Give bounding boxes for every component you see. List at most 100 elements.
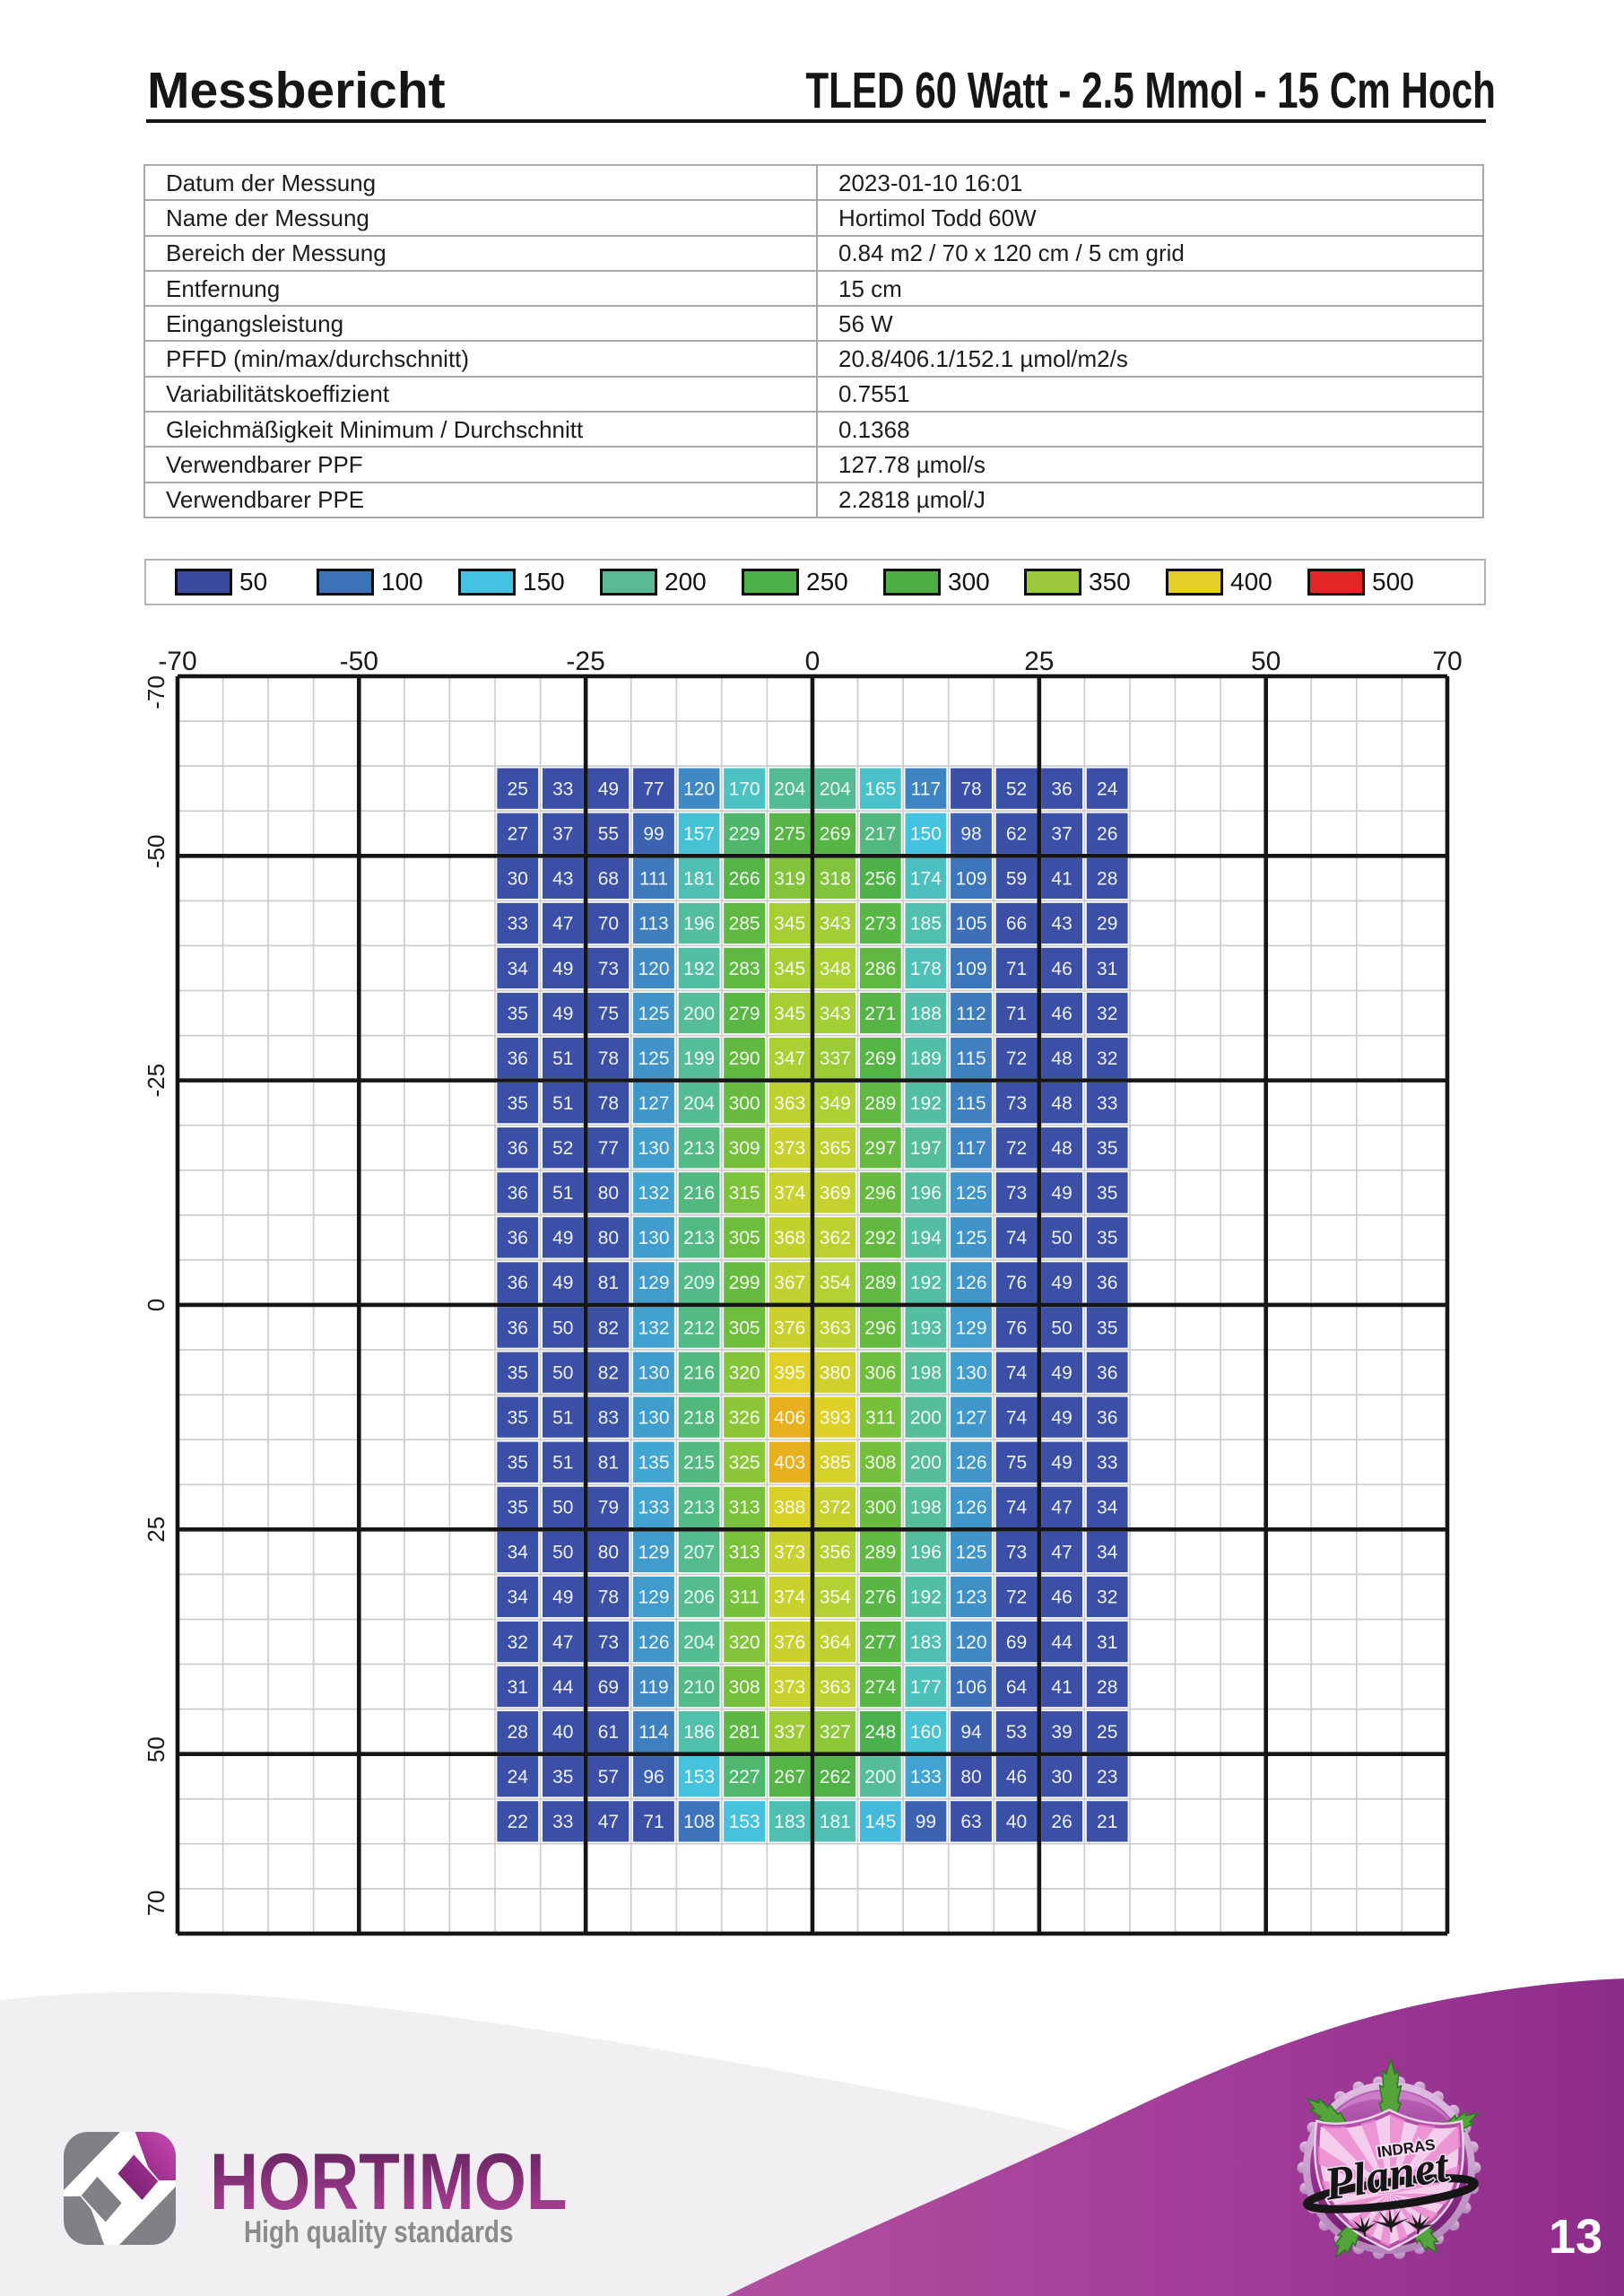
svg-text:200: 200	[910, 1408, 942, 1429]
svg-text:127: 127	[955, 1408, 986, 1429]
svg-text:37: 37	[552, 824, 573, 845]
svg-text:25: 25	[508, 779, 528, 800]
svg-text:207: 207	[683, 1543, 715, 1563]
svg-text:70: 70	[598, 914, 619, 935]
svg-text:354: 354	[820, 1273, 851, 1293]
svg-text:75: 75	[598, 1004, 619, 1024]
svg-text:313: 313	[729, 1498, 760, 1518]
svg-text:363: 363	[774, 1093, 805, 1114]
svg-text:269: 269	[864, 1048, 896, 1069]
svg-text:73: 73	[598, 1632, 619, 1653]
svg-text:49: 49	[552, 1004, 573, 1024]
svg-text:36: 36	[1097, 1362, 1117, 1383]
svg-text:363: 363	[820, 1677, 851, 1698]
svg-text:50: 50	[552, 1362, 573, 1383]
svg-text:305: 305	[729, 1318, 760, 1338]
svg-text:77: 77	[643, 779, 664, 800]
svg-text:72: 72	[1006, 1048, 1027, 1069]
svg-text:43: 43	[552, 869, 573, 890]
svg-text:33: 33	[1097, 1093, 1117, 1114]
svg-text:115: 115	[956, 1093, 986, 1114]
svg-text:48: 48	[1051, 1048, 1072, 1069]
svg-text:49: 49	[1051, 1362, 1072, 1383]
svg-text:51: 51	[552, 1093, 573, 1114]
svg-text:181: 181	[820, 1812, 851, 1832]
svg-text:283: 283	[729, 959, 760, 979]
svg-text:82: 82	[598, 1318, 619, 1338]
svg-text:192: 192	[910, 1587, 942, 1608]
svg-text:25: 25	[1097, 1722, 1117, 1743]
svg-text:32: 32	[1097, 1048, 1117, 1069]
svg-text:-70: -70	[158, 647, 196, 676]
svg-text:49: 49	[1051, 1453, 1072, 1474]
svg-text:51: 51	[552, 1408, 573, 1429]
svg-text:177: 177	[910, 1677, 942, 1698]
svg-text:69: 69	[1006, 1632, 1027, 1653]
svg-text:44: 44	[552, 1677, 574, 1698]
svg-text:200: 200	[864, 1767, 896, 1787]
svg-text:115: 115	[956, 1048, 986, 1069]
svg-text:292: 292	[864, 1228, 896, 1248]
svg-text:27: 27	[508, 824, 528, 845]
svg-text:40: 40	[1006, 1812, 1027, 1832]
svg-text:285: 285	[729, 914, 760, 935]
svg-text:308: 308	[729, 1677, 760, 1698]
svg-text:73: 73	[598, 959, 619, 979]
svg-text:74: 74	[1006, 1408, 1028, 1429]
svg-text:181: 181	[683, 869, 715, 890]
svg-text:71: 71	[1006, 959, 1027, 979]
svg-text:13: 13	[1549, 2210, 1602, 2264]
svg-text:64: 64	[1006, 1677, 1028, 1698]
svg-text:31: 31	[508, 1677, 528, 1698]
svg-text:109: 109	[955, 869, 986, 890]
svg-text:47: 47	[1051, 1498, 1072, 1518]
svg-text:126: 126	[955, 1453, 986, 1474]
svg-text:216: 216	[683, 1183, 715, 1204]
svg-text:204: 204	[774, 779, 805, 800]
svg-text:73: 73	[1006, 1183, 1027, 1204]
svg-text:129: 129	[955, 1318, 986, 1338]
svg-text:41: 41	[1051, 869, 1072, 890]
svg-text:81: 81	[598, 1453, 619, 1474]
svg-text:35: 35	[1097, 1228, 1117, 1248]
svg-text:80: 80	[598, 1543, 619, 1563]
svg-text:74: 74	[1006, 1498, 1028, 1518]
svg-text:227: 227	[729, 1767, 760, 1787]
svg-text:0: 0	[805, 647, 821, 676]
svg-text:125: 125	[955, 1228, 986, 1248]
svg-text:36: 36	[508, 1048, 528, 1069]
svg-text:-50: -50	[143, 835, 169, 869]
svg-text:36: 36	[508, 1183, 528, 1204]
svg-text:78: 78	[598, 1093, 619, 1114]
svg-text:376: 376	[774, 1632, 805, 1653]
svg-text:135: 135	[638, 1453, 669, 1474]
svg-text:33: 33	[552, 779, 573, 800]
svg-text:50: 50	[1251, 647, 1281, 676]
svg-text:132: 132	[638, 1318, 669, 1338]
svg-text:61: 61	[598, 1722, 619, 1743]
svg-text:49: 49	[598, 779, 619, 800]
svg-text:300: 300	[729, 1093, 760, 1114]
svg-text:High quality standards: High quality standards	[244, 2214, 513, 2248]
svg-text:82: 82	[598, 1362, 619, 1383]
svg-text:286: 286	[864, 959, 896, 979]
svg-text:HORTIMOL: HORTIMOL	[210, 2138, 568, 2227]
svg-text:99: 99	[643, 824, 664, 845]
svg-text:47: 47	[552, 1632, 573, 1653]
svg-text:113: 113	[638, 914, 668, 935]
svg-text:376: 376	[774, 1318, 805, 1338]
svg-text:53: 53	[1006, 1722, 1027, 1743]
svg-text:119: 119	[638, 1677, 668, 1698]
svg-text:194: 194	[910, 1228, 942, 1248]
svg-text:41: 41	[1051, 1677, 1072, 1698]
svg-text:81: 81	[598, 1273, 619, 1293]
svg-text:32: 32	[1097, 1587, 1117, 1608]
svg-text:393: 393	[820, 1408, 851, 1429]
svg-text:34: 34	[1097, 1498, 1118, 1518]
svg-text:212: 212	[683, 1318, 715, 1338]
svg-text:362: 362	[820, 1228, 851, 1248]
svg-text:127: 127	[638, 1093, 669, 1114]
svg-text:123: 123	[955, 1587, 986, 1608]
svg-text:109: 109	[955, 959, 986, 979]
svg-text:218: 218	[683, 1408, 715, 1429]
